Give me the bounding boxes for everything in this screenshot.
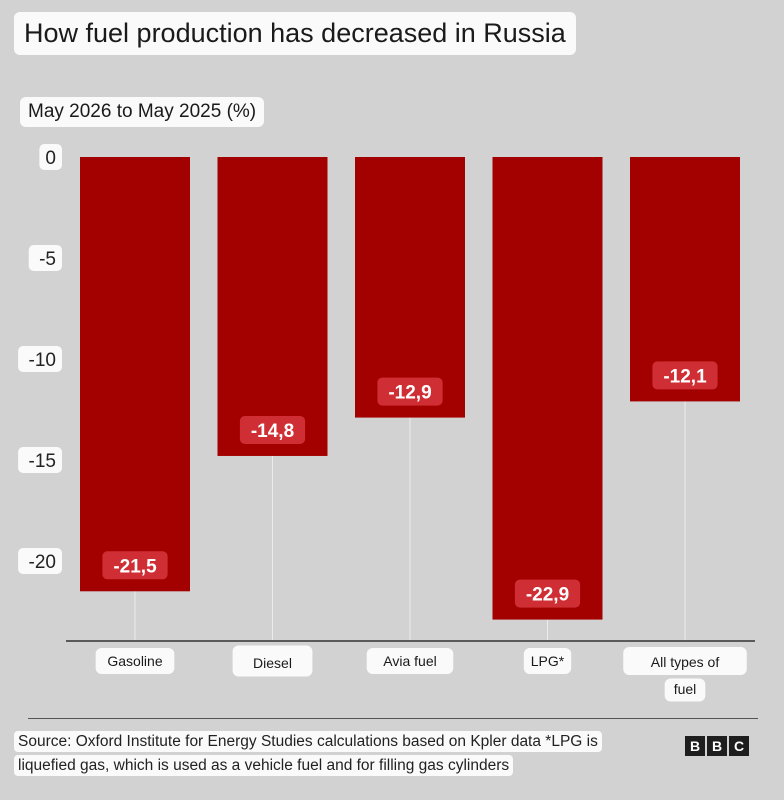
y-tick-label: -10 — [29, 350, 56, 371]
bar — [492, 157, 603, 620]
source-note: Source: Oxford Institute for Energy Stud… — [14, 730, 614, 778]
data-label-bg — [514, 579, 581, 608]
bar — [217, 157, 328, 456]
data-label-bg — [239, 415, 306, 444]
data-label: -22,9 — [526, 585, 569, 606]
bbc-logo: B B C — [685, 736, 749, 756]
data-label-bg — [652, 361, 718, 390]
data-label: -14,8 — [251, 421, 294, 442]
x-tick-label-bg — [664, 678, 706, 702]
x-tick-label-bg — [232, 645, 313, 677]
y-tick-label-bg — [18, 548, 62, 574]
x-tick-label: Avia fuel — [383, 653, 436, 669]
y-tick-label-bg — [18, 447, 62, 473]
bbc-logo-letter: B — [685, 736, 705, 756]
chart-subtitle: May 2026 to May 2025 (%) — [20, 97, 265, 127]
y-tick-label-bg — [39, 144, 62, 170]
y-tick-label: -15 — [29, 451, 56, 472]
source-text: Source: Oxford Institute for Energy Stud… — [14, 731, 602, 776]
data-label: -12,9 — [388, 383, 431, 404]
chart-title: How fuel production has decreased in Rus… — [14, 12, 576, 55]
bar — [80, 157, 190, 592]
y-tick-label: -5 — [39, 249, 56, 270]
bar-chart: 0 -5 -10 -15 -20 -21,5 Gasoline -14,8 Diesel -12,… — [18, 144, 755, 702]
bbc-logo-letter: B — [707, 736, 727, 756]
x-tick-label: Gasoline — [107, 653, 162, 669]
y-tick-label: 0 — [45, 148, 56, 169]
data-label-bg — [102, 551, 168, 580]
footer-divider — [28, 718, 758, 719]
data-label-bg — [377, 377, 443, 406]
x-tick-label-bg — [623, 647, 747, 675]
x-tick-label-bg — [95, 648, 175, 674]
bar — [355, 157, 465, 418]
data-label: -21,5 — [113, 556, 157, 577]
y-tick-label: -20 — [29, 552, 56, 573]
x-tick-label-bg — [523, 648, 572, 674]
data-label: -12,1 — [663, 366, 707, 387]
y-tick-label-bg — [18, 346, 62, 372]
x-tick-label: Diesel — [253, 655, 292, 671]
x-tick-label: LPG* — [531, 653, 565, 669]
x-tick-label-bg — [366, 648, 454, 674]
bbc-logo-letter: C — [729, 736, 749, 756]
x-tick-label: All types of — [651, 654, 720, 670]
x-tick-label: fuel — [674, 681, 697, 697]
y-tick-label-bg — [28, 245, 62, 271]
bar — [630, 157, 740, 402]
